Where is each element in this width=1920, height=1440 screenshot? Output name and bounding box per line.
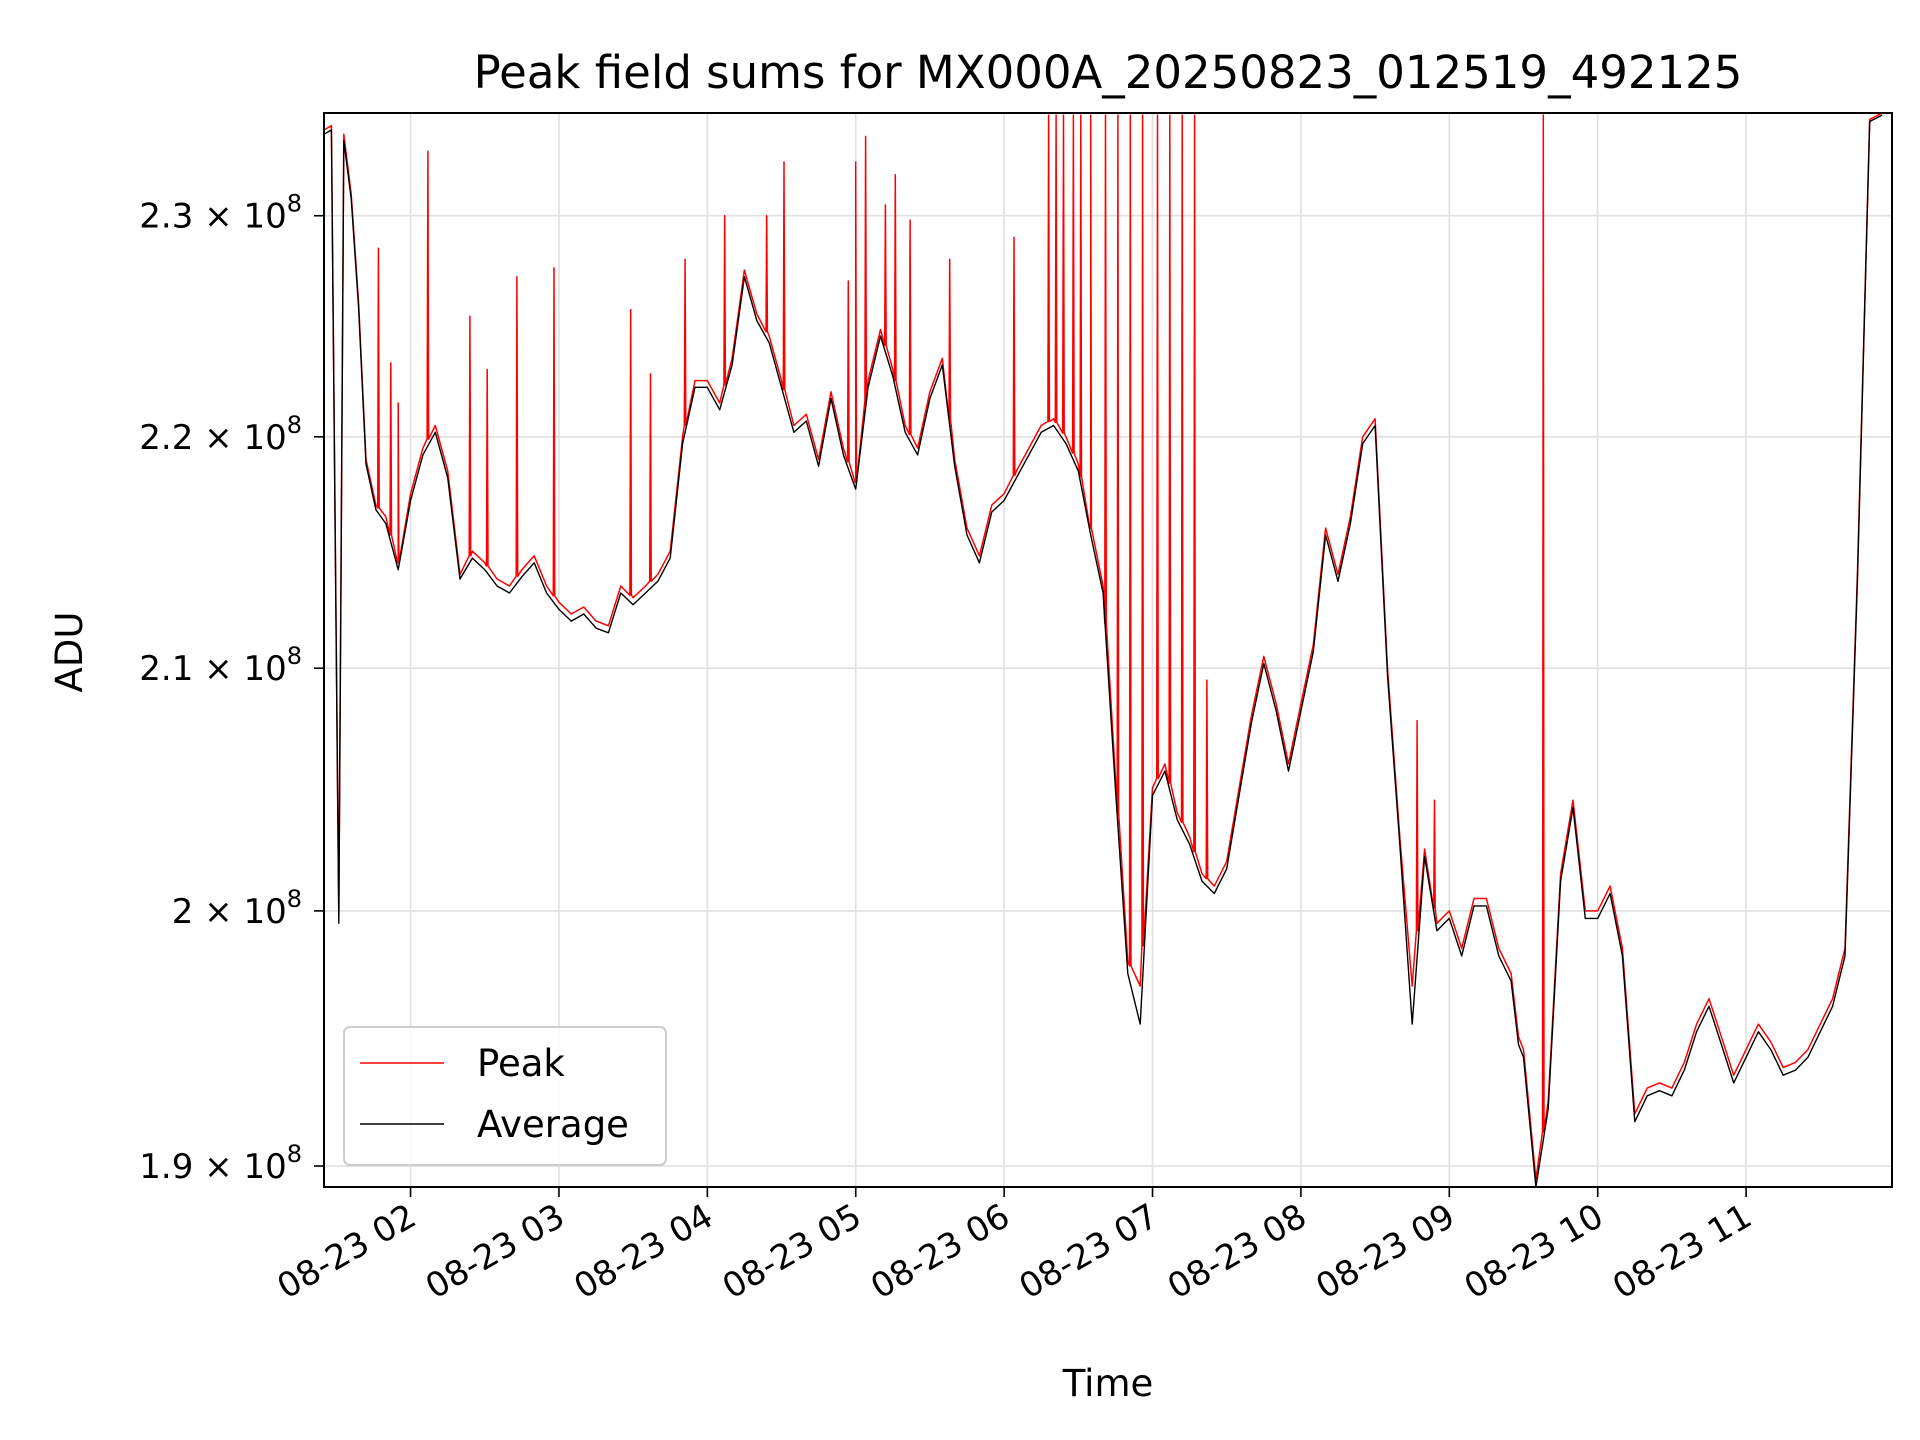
series-line-average — [323, 114, 1883, 1188]
grid — [324, 113, 1892, 1187]
series-line-peak — [323, 112, 1883, 1180]
y-tick-label: 1.9 × 108 — [139, 1140, 302, 1187]
y-axis: 1.9 × 108 2 × 108 2.1 × 108 2.2 × 108 2.3 × … — [139, 190, 324, 1187]
x-axis-label: Time — [1062, 1362, 1154, 1405]
plot-lines — [323, 112, 1883, 1188]
y-tick-label: 2.2 × 108 — [139, 411, 302, 458]
legend-label-peak: Peak — [477, 1042, 565, 1085]
plot-frame — [323, 112, 1893, 1188]
y-tick-label: 2.1 × 108 — [139, 642, 302, 689]
y-tick-label: 2.3 × 108 — [139, 190, 302, 237]
legend-label-average: Average — [477, 1103, 629, 1146]
y-axis-label: ADU — [48, 612, 91, 693]
chart-title: Peak field sums for MX000A_20250823_0125… — [474, 46, 1743, 99]
y-tick-label: 2 × 108 — [172, 885, 302, 932]
legend-box — [343, 1026, 667, 1166]
legend: Peak Average — [343, 1026, 667, 1166]
